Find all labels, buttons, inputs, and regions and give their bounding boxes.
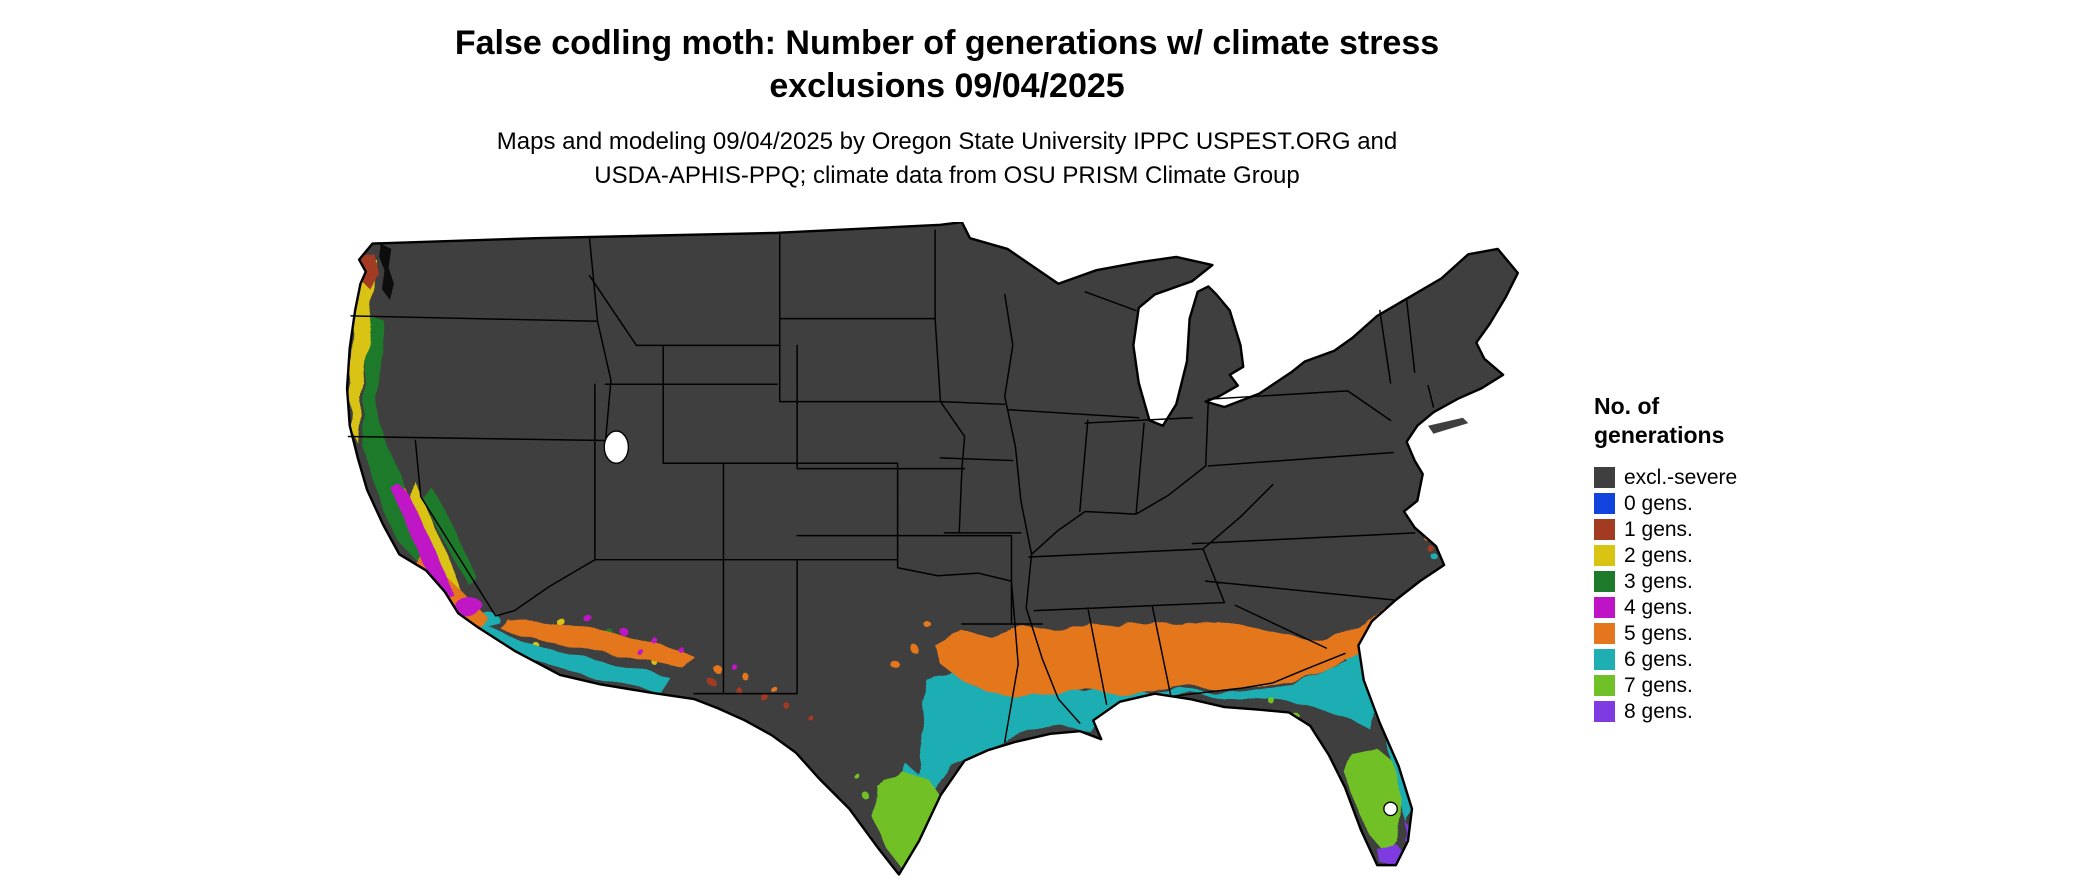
map-header: False codling moth: Number of generation… xyxy=(297,22,1597,193)
legend-swatch-1-gens xyxy=(1594,519,1615,541)
region-4gens-az-speck xyxy=(618,626,628,635)
region-8gens-keys-speck xyxy=(1382,871,1388,875)
legend-label: 2 gens. xyxy=(1624,543,1693,567)
legend-label: 1 gens. xyxy=(1624,517,1693,541)
legend-label: 4 gens. xyxy=(1624,595,1693,619)
page-title-line2: exclusions 09/04/2025 xyxy=(769,66,1125,105)
legend-label: 5 gens. xyxy=(1624,621,1693,645)
region-5gens-nm-speck xyxy=(771,686,778,693)
legend-swatch-excl-severe xyxy=(1594,467,1615,489)
region-5gens-southern-band xyxy=(935,606,1398,697)
legend-swatch-8-gens xyxy=(1594,701,1615,723)
region-4gens-az-speck xyxy=(582,613,591,622)
legend-item-1-gens: 1 gens. xyxy=(1594,517,1844,543)
region-2gens-az-speck xyxy=(556,617,565,626)
region-5gens-tx-speck xyxy=(893,662,902,671)
legend-item-6-gens: 6 gens. xyxy=(1594,647,1844,673)
legend-swatch-2-gens xyxy=(1594,545,1615,567)
legend-swatch-6-gens xyxy=(1594,649,1615,671)
region-4gens-nm-speck xyxy=(731,663,738,670)
legend-label: 0 gens. xyxy=(1624,491,1693,515)
legend-item-7-gens: 7 gens. xyxy=(1594,673,1844,699)
region-5gens-nm-speck xyxy=(714,665,723,674)
region-3gens-sierra-foothills xyxy=(423,487,476,584)
state-border-lines xyxy=(347,229,1435,743)
legend-title-line2: generations xyxy=(1594,422,1725,449)
region-1gens-nm-speck xyxy=(708,679,717,687)
region-8gens-keys-speck xyxy=(1361,870,1367,875)
lake-okeechobee xyxy=(1383,801,1398,817)
region-3gens-west-coast-ranges xyxy=(360,315,429,563)
region-7gens-tx-speck xyxy=(854,773,861,780)
region-5gens-tx-speck xyxy=(909,644,918,653)
subtitle-line2: USDA-APHIS-PPQ; climate data from OSU PR… xyxy=(594,162,1300,190)
legend-label: excl.-severe xyxy=(1624,465,1738,489)
legend-item-8-gens: 8 gens. xyxy=(1594,699,1844,725)
state-borders xyxy=(347,229,1435,743)
map-legend: No. of generations excl.-severe 0 gens. … xyxy=(1594,392,1844,725)
legend-items: excl.-severe 0 gens. 1 gens. 2 gens. 3 g… xyxy=(1594,465,1844,725)
page-title-line1: False codling moth: Number of generation… xyxy=(454,24,1440,62)
legend-item-0-gens: 0 gens. xyxy=(1594,491,1844,517)
us-map-svg xyxy=(345,222,1520,876)
legend-label: 3 gens. xyxy=(1624,569,1693,593)
legend-label: 7 gens. xyxy=(1624,673,1693,697)
legend-item-excl-severe: excl.-severe xyxy=(1594,465,1844,491)
legend-title-line1: No. of xyxy=(1594,393,1660,419)
region-2gens-pacific-coast-strip xyxy=(348,256,377,442)
region-2gens-valley-ring xyxy=(410,482,461,599)
legend-swatch-7-gens xyxy=(1594,675,1615,697)
legend-swatch-3-gens xyxy=(1594,571,1615,593)
region-6gens-sw-deserts xyxy=(463,621,670,693)
great-salt-lake xyxy=(603,430,630,464)
region-8gens-florida-tip xyxy=(1374,841,1403,864)
legend-item-4-gens: 4 gens. xyxy=(1594,595,1844,621)
region-4gens-az-speck xyxy=(650,636,658,644)
legend-swatch-4-gens xyxy=(1594,597,1615,619)
subtitle-line1: Maps and modeling 09/04/2025 by Oregon S… xyxy=(496,128,1398,155)
region-8gens-keys-speck xyxy=(1371,873,1378,875)
region-1gens-nm-speck xyxy=(762,695,771,703)
region-7gens-panhandle-speck xyxy=(1269,698,1276,705)
region-1gens-nw-washington xyxy=(360,252,378,290)
region-6gens-nc-coast-speck xyxy=(1431,553,1438,561)
region-4gens-central-valley xyxy=(391,482,455,600)
region-4gens-az-speck xyxy=(637,648,644,656)
map-subtitle: Maps and modeling 09/04/2025 by Oregon S… xyxy=(297,125,1597,193)
us-generations-map xyxy=(335,222,1558,884)
region-1gens-nm-speck xyxy=(806,713,812,720)
region-4gens-az-speck xyxy=(677,646,684,653)
region-7gens-central-florida xyxy=(1343,747,1403,850)
legend-label: 8 gens. xyxy=(1624,699,1693,723)
long-island-land xyxy=(1428,417,1469,434)
legend-item-2-gens: 2 gens. xyxy=(1594,543,1844,569)
region-5gens-arizona-band xyxy=(501,618,694,670)
region-5gens-nm-speck xyxy=(744,675,752,683)
legend-label: 6 gens. xyxy=(1624,647,1693,671)
legend-item-3-gens: 3 gens. xyxy=(1594,569,1844,595)
region-1gens-nc-speck xyxy=(1427,545,1434,553)
region-7gens-tx-speck xyxy=(861,791,869,799)
region-4gens-socal-patch xyxy=(454,598,484,615)
legend-swatch-5-gens xyxy=(1594,623,1615,645)
puget-sound-coastline-patch xyxy=(379,243,394,300)
region-5gens-tx-speck xyxy=(926,623,934,631)
legend-item-5-gens: 5 gens. xyxy=(1594,621,1844,647)
regions-4gens xyxy=(391,482,738,670)
region-1gens-nm-speck xyxy=(784,703,791,711)
region-1gens-nm-speck xyxy=(736,687,743,695)
legend-swatch-0-gens xyxy=(1594,493,1615,515)
